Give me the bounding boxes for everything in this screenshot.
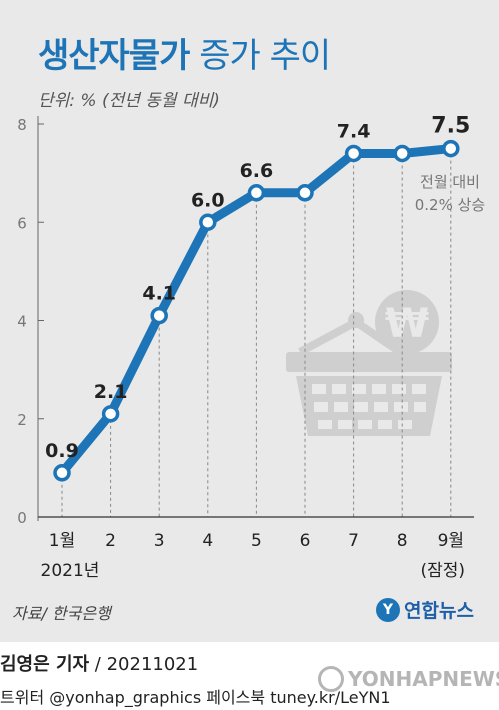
- data-point: [344, 144, 363, 163]
- data-label: 4.1: [142, 283, 176, 305]
- credit-date: / 20211021: [89, 654, 199, 675]
- data-label: 7.4: [337, 120, 371, 142]
- source-note: 자료/ 한국은행: [12, 604, 111, 623]
- x-tick-label: 7: [348, 531, 359, 551]
- data-point: [150, 306, 168, 325]
- chart-title: 생산자물가 증가 추이: [38, 28, 331, 77]
- data-point: [101, 405, 120, 423]
- data-points: [53, 139, 460, 482]
- reporter-name: 김영은 기자: [0, 654, 90, 675]
- data-label: 6.0: [191, 189, 225, 211]
- x-tick-label: 6: [300, 531, 311, 551]
- title-light: 증가 추이: [189, 36, 331, 76]
- svg-text:₩: ₩: [385, 301, 429, 347]
- annotation-line-1: 전월 대비: [420, 173, 480, 191]
- data-label: 0.9: [45, 440, 79, 462]
- watermark-ring-icon: [318, 666, 344, 692]
- data-labels: 0.9 2.1 4.1 6.0 6.6 7.4 7.5: [45, 114, 470, 462]
- y-tick-label: 4: [17, 313, 27, 331]
- reporter-credit: 김영은 기자 / 20211021: [0, 650, 198, 676]
- data-point: [393, 144, 411, 163]
- annotation-line-2: 0.2% 상승: [415, 196, 485, 214]
- y-tick-label: 6: [17, 214, 27, 232]
- x-tick-label: 5: [251, 531, 262, 551]
- yonhap-logo-text: 연합뉴스: [404, 600, 474, 622]
- drop-lines: [61, 148, 452, 517]
- x-tick-label: 2: [105, 531, 116, 551]
- title-bold: 생산자물가: [38, 36, 190, 76]
- y-tick-label: 2: [17, 411, 27, 429]
- watermark: YONHAPNEWS: [318, 666, 499, 692]
- data-label: 7.5: [431, 114, 470, 139]
- data-label: 2.1: [94, 381, 128, 403]
- x-tick-label: 9월: [438, 531, 464, 551]
- x-tick-label: 3: [154, 531, 165, 551]
- social-links: 트위터 @yonhap_graphics 페이스북 tuney.kr/LeYN1: [0, 688, 391, 707]
- x-tick-sublabel: 2021년: [41, 561, 100, 581]
- y-tick-label: 0: [17, 509, 27, 527]
- yonhap-logo-mark-icon: Y: [376, 597, 400, 622]
- data-point: [247, 184, 266, 202]
- data-point: [296, 184, 314, 202]
- y-tick-label: 8: [17, 116, 27, 134]
- line-chart: ₩ 0 2 4 6 8 0.9 2.1 4.1 6.0: [17, 114, 485, 581]
- y-axis: 0 2 4 6 8: [17, 116, 44, 527]
- data-point: [442, 139, 460, 158]
- yonhap-logo: Y 연합뉴스: [376, 596, 474, 623]
- x-tick-label: 8: [397, 531, 408, 551]
- data-point: [199, 213, 217, 231]
- annotation: 전월 대비 0.2% 상승: [415, 173, 485, 214]
- unit-label: 단위: % (전년 동월 대비): [38, 91, 220, 111]
- watermark-text: YONHAPNEWS: [348, 667, 499, 691]
- data-label: 6.6: [240, 160, 274, 182]
- shopping-basket-icon: ₩: [286, 290, 452, 436]
- x-tick-sublabel: (잠정): [421, 561, 466, 581]
- data-point: [53, 464, 71, 482]
- x-tick-label: 1월: [49, 531, 75, 551]
- x-tick-label: 4: [202, 531, 213, 551]
